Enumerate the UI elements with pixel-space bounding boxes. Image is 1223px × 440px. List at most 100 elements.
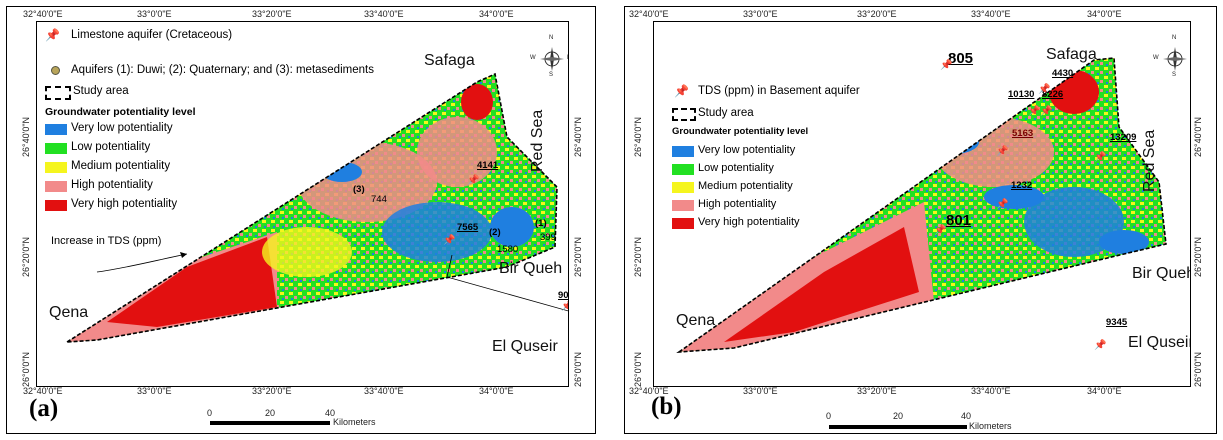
tds-label: 4430 <box>1052 68 1074 79</box>
lat-tick: 26°0'0"N <box>1193 351 1203 387</box>
place-el-quseir: El Quseir <box>492 338 558 355</box>
legend-class-label: Very high potentiality <box>71 198 178 210</box>
study-area-swatch <box>45 86 71 100</box>
map-panel-a: 📌 Limestone aquifer (Cretaceous) Aquifer… <box>6 6 596 434</box>
legend-swatch <box>45 200 67 211</box>
tds-label: 9345 <box>1106 317 1128 328</box>
lat-tick: 26°0'0"N <box>573 351 583 387</box>
lon-tick: 33°40'0"E <box>971 386 1011 396</box>
legend-class-label: High potentiality <box>698 198 777 210</box>
tds-label: 1580 <box>497 244 519 255</box>
legend-swatch <box>672 164 694 175</box>
tds-label: 8226 <box>1042 89 1064 100</box>
tds-label: 9062 <box>558 290 569 301</box>
lat-tick: 26°0'0"N <box>633 351 643 387</box>
well-pin-icon: 📌 <box>1040 106 1053 117</box>
map-frame-b: 📌 TDS (ppm) in Basement aquifer Study ar… <box>653 21 1191 387</box>
legend-class-label: Very low potentiality <box>71 122 173 134</box>
scale-bar <box>210 421 330 425</box>
tds-label: 4141 <box>477 160 499 171</box>
legend-swatch <box>45 162 67 173</box>
lon-tick: 33°40'0"E <box>364 9 404 19</box>
lon-tick: 32°40'0"E <box>629 9 669 19</box>
legend-limestone: Limestone aquifer (Cretaceous) <box>71 29 233 41</box>
well-icon <box>51 66 60 75</box>
lon-tick: 33°20'0"E <box>857 9 897 19</box>
legend-study-area: Study area <box>698 107 754 119</box>
tds-label: 5163 <box>1012 128 1034 139</box>
well-pin-icon: 📌 <box>1094 340 1107 351</box>
lat-tick: 26°20'0"N <box>633 236 643 277</box>
well-pin-icon: 📌 <box>996 199 1009 210</box>
legend-swatch <box>45 143 67 154</box>
legend-class-label: Medium potentiality <box>71 160 171 172</box>
lon-tick: 33°0'0"E <box>743 9 778 19</box>
tds-label: 399 <box>540 232 556 243</box>
study-area-raster-a <box>66 72 568 343</box>
aquifer-mark-2: (2) <box>489 227 501 238</box>
legend-title: Groundwater potentiality level <box>45 106 196 118</box>
increase-tds-label: Increase in TDS (ppm) <box>51 235 162 247</box>
well-pin-icon: 📌 <box>467 175 480 186</box>
lon-tick: 33°0'0"E <box>137 386 172 396</box>
lon-tick: 33°0'0"E <box>137 9 172 19</box>
well-pin-icon: 📌 <box>996 146 1009 157</box>
well-pin-icon: 📌 <box>1028 106 1041 117</box>
legend-aquifers: Aquifers (1): Duwi; (2): Quaternary; and… <box>71 64 374 76</box>
lat-tick: 26°40'0"N <box>573 116 583 157</box>
tds-label: 7565 <box>457 222 479 233</box>
legend-class-label: Low potentiality <box>698 162 774 174</box>
place-red-sea: Red Sea <box>1141 129 1158 192</box>
place-qena: Qena <box>49 304 89 321</box>
scale-bar <box>829 425 967 429</box>
place-qena: Qena <box>676 312 716 329</box>
place-safaga: Safaga <box>1046 46 1097 63</box>
lon-tick: 32°40'0"E <box>629 386 669 396</box>
aquifer-mark-1: (1) <box>535 218 547 229</box>
lon-tick: 33°20'0"E <box>252 386 292 396</box>
lat-tick: 26°20'0"N <box>573 236 583 277</box>
lon-tick: 32°40'0"E <box>23 9 63 19</box>
study-area-swatch <box>672 108 696 121</box>
legend-swatch <box>45 181 67 192</box>
well-pin-icon: 📌 <box>1038 84 1051 95</box>
lon-tick: 33°20'0"E <box>857 386 897 396</box>
pin-icon: 📌 <box>45 28 60 42</box>
tds-label: 1232 <box>1011 180 1033 191</box>
pin-icon: 📌 <box>674 84 689 98</box>
north-arrow-icon: N S W E <box>530 35 568 78</box>
lon-tick: 33°40'0"E <box>364 386 404 396</box>
lon-tick: 34°0'0"E <box>479 386 514 396</box>
lon-tick: 33°20'0"E <box>252 9 292 19</box>
lat-tick: 26°0'0"N <box>21 351 31 387</box>
place-bir-queh: Bir Queh <box>1132 265 1191 282</box>
legend-class-label: High potentiality <box>71 179 153 191</box>
tds-label: 744 <box>371 194 387 205</box>
legend-class-label: Very high potentiality <box>698 216 800 228</box>
aquifer-mark-3: (3) <box>353 184 365 195</box>
place-red-sea: Red Sea <box>529 109 546 172</box>
lon-tick: 34°0'0"E <box>1087 386 1122 396</box>
place-safaga: Safaga <box>424 52 475 69</box>
well-pin-icon: 📌 <box>940 60 953 71</box>
tds-label: 805 <box>948 50 974 67</box>
tds-label: 13209 <box>1110 132 1137 143</box>
lon-tick: 33°0'0"E <box>743 386 778 396</box>
lon-tick: 34°0'0"E <box>479 9 514 19</box>
lat-tick: 26°40'0"N <box>1193 116 1203 157</box>
panel-letter-b: (b) <box>651 393 682 420</box>
well-pin-icon: 📌 <box>1094 152 1107 163</box>
well-pin-icon: 📌 <box>561 301 568 312</box>
legend-swatch <box>672 200 694 211</box>
legend-class-label: Low potentiality <box>71 141 151 153</box>
place-bir-queh: Bir Queh <box>499 260 563 277</box>
lon-tick: 33°40'0"E <box>971 9 1011 19</box>
legend-swatch <box>672 146 694 157</box>
tds-label: 10130 <box>1008 89 1035 100</box>
well-pin-icon: 📌 <box>443 235 456 246</box>
lon-tick: 34°0'0"E <box>1087 9 1122 19</box>
legend-class-label: Medium potentiality <box>698 180 793 192</box>
lat-tick: 26°20'0"N <box>21 236 31 277</box>
legend-swatch <box>672 182 694 193</box>
legend-swatch <box>45 124 67 135</box>
